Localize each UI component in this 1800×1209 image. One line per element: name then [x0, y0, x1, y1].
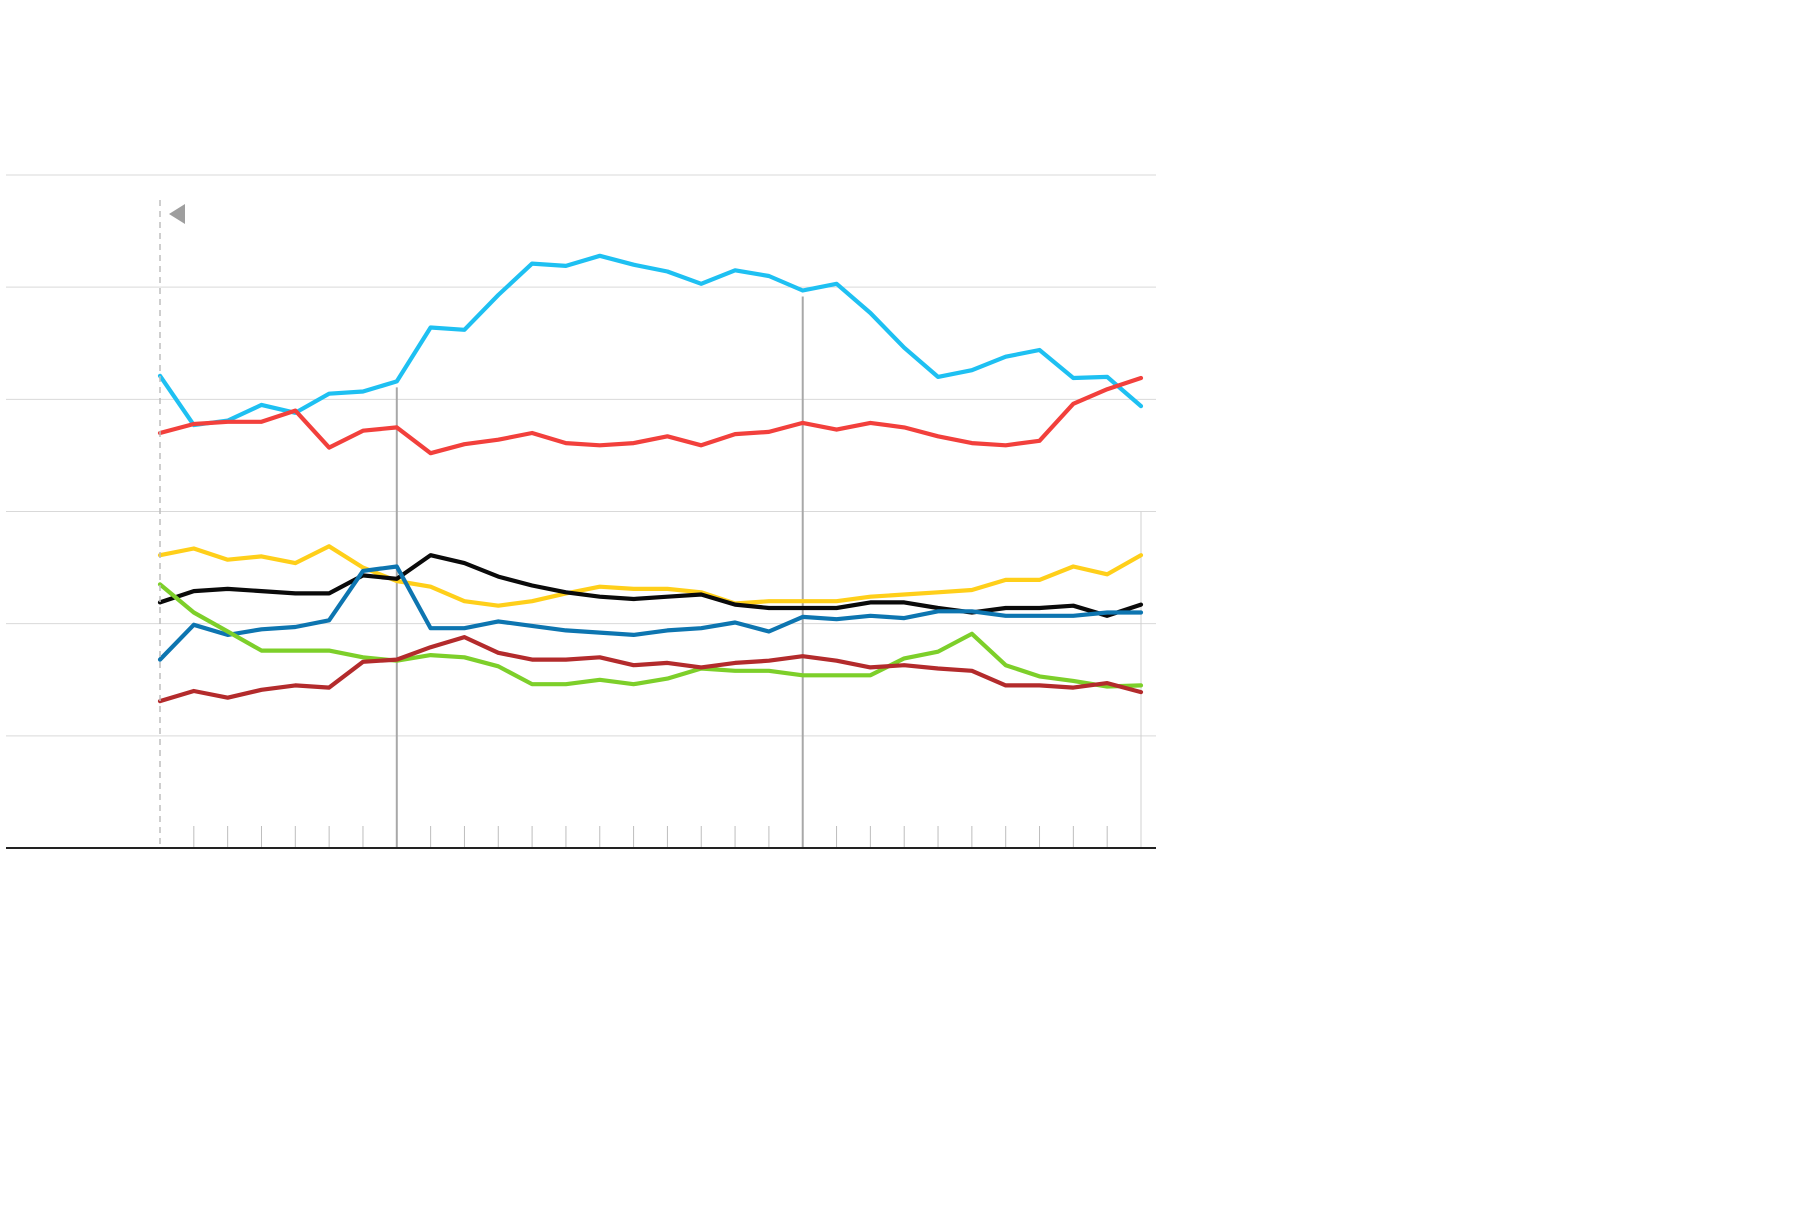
- series-line-6: [157, 582, 1144, 689]
- series-line-5: [157, 564, 1144, 662]
- x-axis-ticks: [193, 826, 1142, 848]
- series-line-3: [157, 544, 1144, 608]
- gridlines: [6, 174, 1156, 737]
- series-line-7: [157, 634, 1144, 704]
- vertical-markers: [395, 296, 1142, 848]
- series-lines: [157, 253, 1144, 704]
- series-line-1: [157, 253, 1144, 428]
- series-line-2: [157, 375, 1144, 456]
- scroll-left-arrow-icon[interactable]: [169, 204, 185, 224]
